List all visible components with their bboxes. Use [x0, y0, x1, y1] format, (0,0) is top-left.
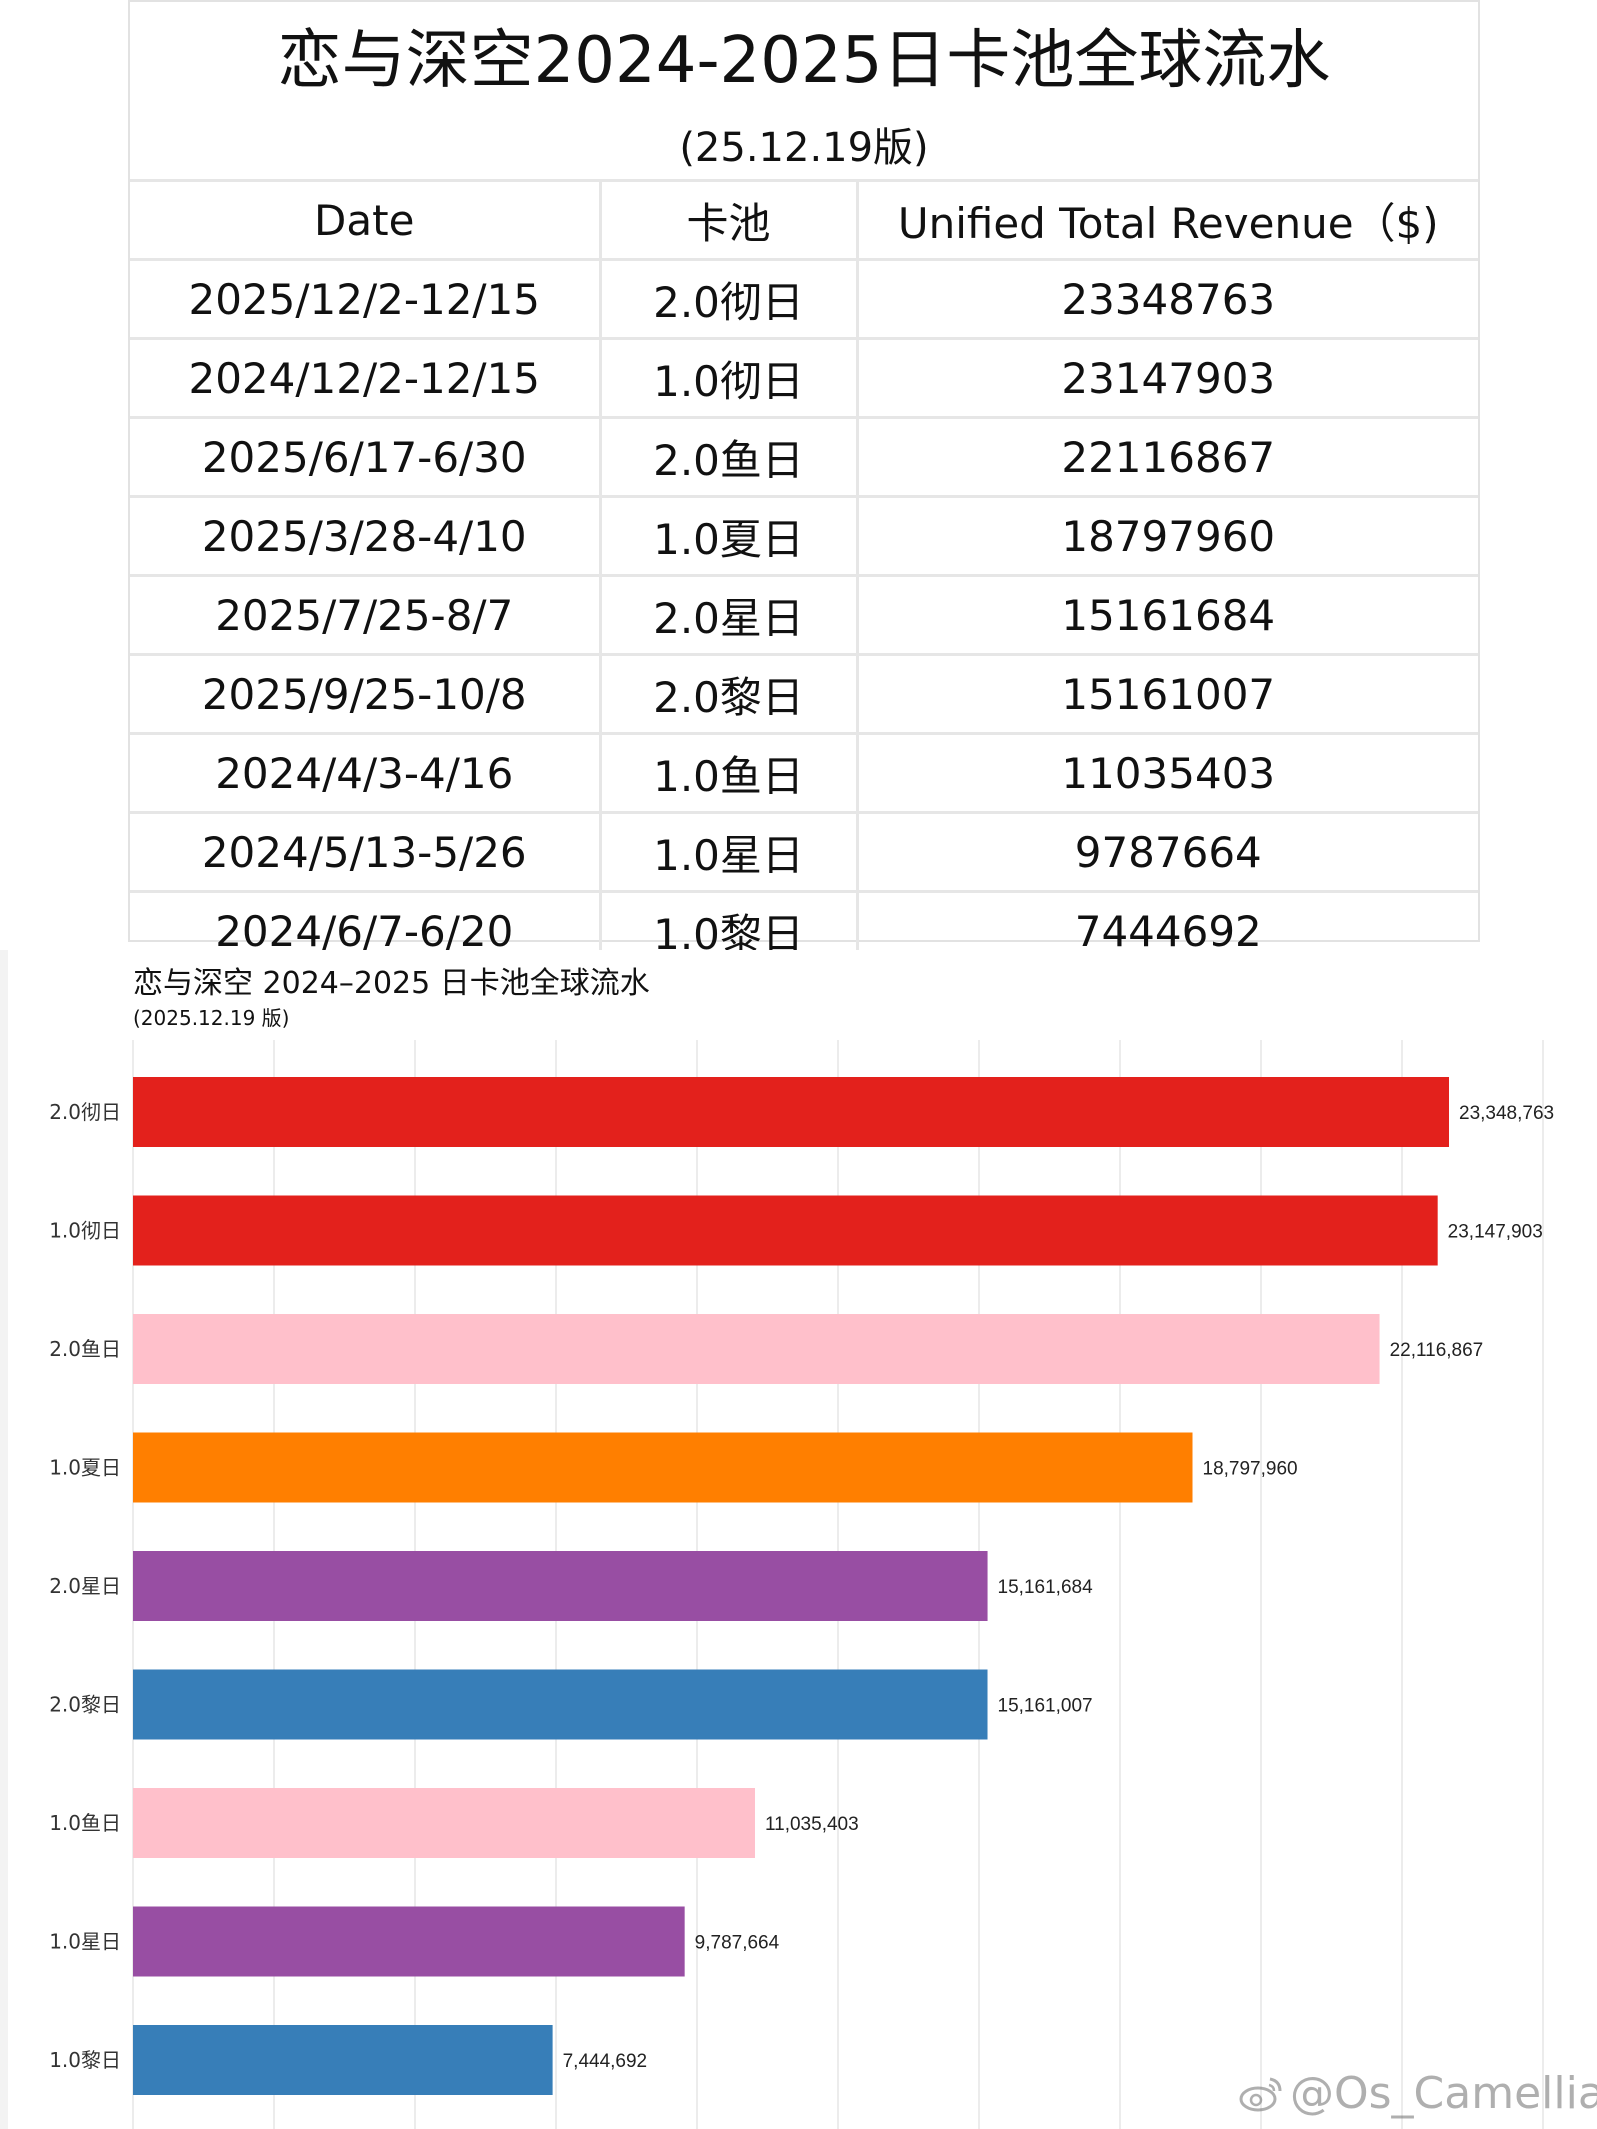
chart-subtitle: (2025.12.19 版) — [133, 1006, 290, 1030]
cell-pool: 2.0星日 — [598, 574, 859, 656]
revenue-table-card: 恋与深空2024-2025日卡池全球流水 (25.12.19版) Date 卡池… — [128, 0, 1480, 969]
header-date: Date — [130, 179, 602, 261]
watermark-text: @Os_Camellia — [1290, 2068, 1597, 2119]
cell-date: 2024/12/2-12/15 — [130, 337, 602, 419]
header-revenue: Unified Total Revenue（$) — [855, 179, 1478, 261]
table-row: 2025/7/25-8/7 2.0星日 15161684 — [130, 574, 1478, 656]
y-tick-label: 2.0黎日 — [49, 1693, 121, 1717]
chart-title: 恋与深空 2024–2025 日卡池全球流水 — [133, 966, 650, 1001]
cell-revenue: 15161007 — [855, 653, 1478, 735]
cell-revenue: 9787664 — [855, 811, 1478, 893]
cell-revenue: 22116867 — [855, 416, 1478, 498]
table-row: 2024/4/3-4/16 1.0鱼日 11035403 — [130, 732, 1478, 814]
cell-pool: 1.0星日 — [598, 811, 859, 893]
cell-pool: 2.0彻日 — [598, 258, 859, 340]
y-tick-label: 1.0夏日 — [49, 1456, 121, 1480]
bar — [133, 1077, 1449, 1147]
data-label: 23,147,903 — [1448, 1222, 1543, 1243]
data-label: 22,116,867 — [1390, 1340, 1484, 1361]
y-tick-label: 1.0黎日 — [49, 2048, 121, 2072]
cell-date: 2025/12/2-12/15 — [130, 258, 602, 340]
cell-date: 2025/6/17-6/30 — [130, 416, 602, 498]
y-tick-label: 1.0星日 — [49, 1930, 121, 1954]
cell-date: 2024/5/13-5/26 — [130, 811, 602, 893]
y-tick-label: 2.0星日 — [49, 1574, 121, 1598]
y-tick-label: 1.0鱼日 — [49, 1811, 121, 1835]
table-row: 2025/3/28-4/10 1.0夏日 18797960 — [130, 495, 1478, 577]
table-row: 2024/5/13-5/26 1.0星日 9787664 — [130, 811, 1478, 893]
cell-date: 2025/3/28-4/10 — [130, 495, 602, 577]
table-row: 2025/6/17-6/30 2.0鱼日 22116867 — [130, 416, 1478, 498]
chart-edge-strip — [0, 950, 8, 2129]
cell-revenue: 18797960 — [855, 495, 1478, 577]
cell-revenue: 15161684 — [855, 574, 1478, 656]
data-label: 18,797,960 — [1203, 1459, 1298, 1480]
bar — [133, 1788, 755, 1858]
cell-date: 2024/4/3-4/16 — [130, 732, 602, 814]
bar — [133, 1195, 1438, 1266]
bar — [133, 1906, 685, 1977]
weibo-logo-icon — [1239, 2077, 1282, 2111]
data-label: 7,444,692 — [563, 2051, 648, 2072]
table-row: 2025/12/2-12/15 2.0彻日 23348763 — [130, 258, 1478, 340]
cell-date: 2025/7/25-8/7 — [130, 574, 602, 656]
y-tick-label: 2.0彻日 — [49, 1100, 121, 1124]
data-label: 11,035,403 — [765, 1814, 859, 1835]
cell-pool: 1.0夏日 — [598, 495, 859, 577]
bar — [133, 1432, 1193, 1503]
cell-date: 2025/9/25-10/8 — [130, 653, 602, 735]
bar — [133, 1314, 1380, 1384]
cell-date: 2024/6/7-6/20 — [130, 890, 602, 969]
revenue-table: Date 卡池 Unified Total Revenue（$) 2025/12… — [130, 179, 1478, 969]
cell-pool: 2.0鱼日 — [598, 416, 859, 498]
cell-pool: 1.0彻日 — [598, 337, 859, 419]
cell-pool: 1.0鱼日 — [598, 732, 859, 814]
cell-revenue: 23147903 — [855, 337, 1478, 419]
cell-revenue: 23348763 — [855, 258, 1478, 340]
bar — [133, 1669, 988, 1740]
cell-pool: 2.0黎日 — [598, 653, 859, 735]
table-header-row: Date 卡池 Unified Total Revenue（$) — [130, 179, 1478, 261]
bar — [133, 1551, 988, 1621]
watermark: @Os_Camellia — [1238, 2068, 1597, 2119]
table-row: 2024/12/2-12/15 1.0彻日 23147903 — [130, 337, 1478, 419]
data-label: 15,161,007 — [998, 1696, 1093, 1717]
table-subtitle: (25.12.19版) — [679, 125, 929, 171]
data-label: 9,787,664 — [695, 1933, 780, 1954]
data-label: 15,161,684 — [998, 1577, 1094, 1598]
header-pool: 卡池 — [598, 179, 859, 261]
y-tick-label: 2.0鱼日 — [49, 1337, 121, 1361]
table-row: 2025/9/25-10/8 2.0黎日 15161007 — [130, 653, 1478, 735]
data-label: 23,348,763 — [1459, 1103, 1554, 1124]
y-tick-label: 1.0彻日 — [49, 1219, 121, 1243]
table-title: 恋与深空2024-2025日卡池全球流水 — [277, 23, 1331, 98]
cell-revenue: 11035403 — [855, 732, 1478, 814]
bar — [133, 2025, 553, 2095]
